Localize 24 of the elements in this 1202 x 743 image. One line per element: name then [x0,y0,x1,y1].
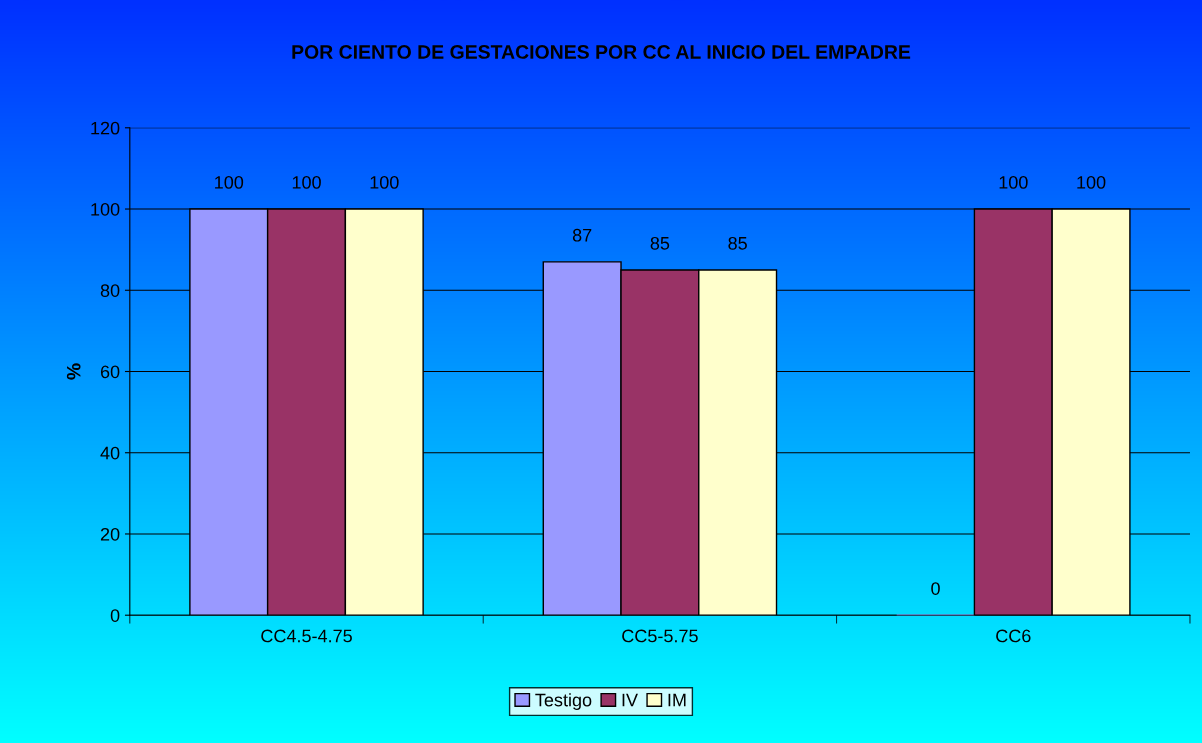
data-label: 100 [370,176,399,189]
x-tick-label: CC5-5.75 [622,629,698,643]
y-tick-label: 40 [100,446,120,460]
data-label: 85 [650,236,670,250]
y-tick-label: 20 [100,527,120,541]
legend-label: IV [622,693,638,707]
legend-label: IM [668,693,686,707]
y-axis-title: % [66,363,81,380]
y-tick-label: 80 [100,284,120,297]
data-label: 100 [1077,176,1106,189]
y-tick-label: 120 [91,121,120,135]
data-label: 87 [572,228,592,242]
data-label: 85 [728,236,747,250]
data-label: 100 [292,176,321,189]
data-label: 100 [215,176,244,189]
data-label: 100 [999,176,1028,189]
x-tick-label: CC6 [996,629,1031,643]
y-tick-label: 100 [91,202,120,216]
y-tick-label: 60 [100,365,120,379]
legend-label: Testigo [535,693,592,710]
y-tick-label: 0 [110,609,120,622]
data-label: 0 [931,582,940,595]
x-tick-label: CC4.5-4.75 [261,629,352,643]
chart-title: POR CIENTO DE GESTACIONES POR CC AL INICIO DEL EMPADRE [292,45,911,59]
